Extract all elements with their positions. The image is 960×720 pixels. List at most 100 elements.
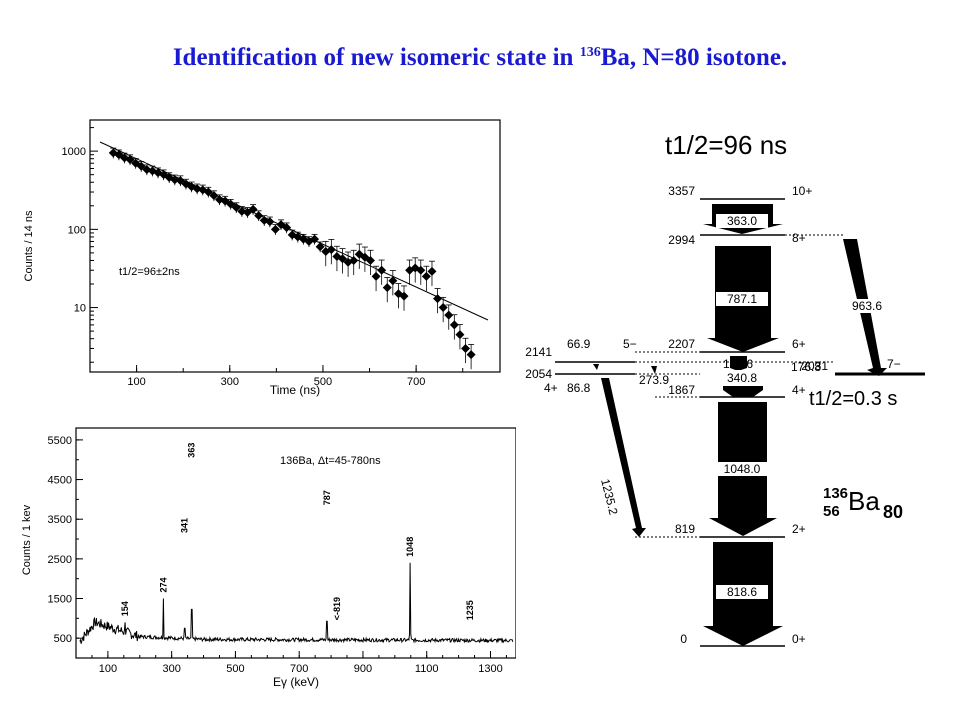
label-963: 963.6 — [852, 299, 882, 313]
data-point — [382, 283, 392, 293]
y-tick-label: 1000 — [62, 146, 86, 158]
energy-0: 0 — [680, 632, 687, 646]
svg-text:56: 56 — [823, 503, 840, 520]
label-176: 176.8 — [791, 360, 821, 374]
x-tick-label: 900 — [354, 663, 372, 675]
x-tick-label: 700 — [290, 663, 308, 675]
level-labels: 3357 10+ 2994 8+ 2207 6+ 2141 5− 2054 4+… — [525, 184, 900, 646]
data-point — [164, 173, 174, 183]
spin-8: 8+ — [792, 231, 806, 245]
level-scheme-diagram: t1/2=96 ns 363.0 787.1 — [525, 130, 925, 647]
x-tick-label: 500 — [314, 376, 332, 388]
y-tick-label: 4500 — [48, 475, 72, 487]
spin-2: 2+ — [792, 522, 806, 536]
data-point — [438, 303, 448, 313]
peak-label: 154 — [120, 601, 130, 616]
data-point — [192, 184, 202, 194]
y-tick-label: 500 — [54, 633, 72, 645]
data-point — [455, 330, 465, 340]
y-tick-label: 3500 — [48, 514, 72, 526]
data-point — [125, 155, 135, 165]
data-point — [416, 265, 426, 275]
label-273: 273.9 — [639, 373, 669, 387]
spectrum-line — [79, 562, 514, 644]
y-tick-label: 10 — [74, 303, 86, 315]
data-points — [108, 147, 476, 370]
data-point — [365, 255, 375, 265]
data-point — [371, 271, 381, 281]
data-point — [147, 166, 157, 176]
label-340: 340.8 — [727, 371, 757, 385]
data-point — [231, 203, 241, 213]
peak-label: 274 — [158, 577, 168, 592]
data-point — [399, 291, 409, 301]
plot-frame — [89, 119, 501, 373]
energy-2994: 2994 — [668, 233, 695, 247]
data-point — [226, 199, 236, 209]
data-point — [248, 204, 258, 214]
label-153: 153.6 — [723, 357, 753, 371]
spin-4a: 4+ — [544, 381, 558, 395]
spin-6: 6+ — [792, 337, 806, 351]
axis-ticks: 100 300 500 700 10 100 1000 — [62, 127, 464, 388]
peak-label: 363 — [187, 443, 197, 458]
energy-2207: 2207 — [668, 337, 695, 351]
x-tick-label: 300 — [162, 663, 180, 675]
x-tick-label: 500 — [226, 663, 244, 675]
y-tick-label: 100 — [68, 224, 86, 236]
data-point — [444, 310, 454, 320]
peak-label: 341 — [180, 518, 190, 533]
halflife-annotation: t1/2=96±2ns — [119, 266, 180, 278]
x-tick-label: 1300 — [478, 663, 502, 675]
data-point — [310, 234, 320, 244]
label-66: 66.9 — [567, 337, 591, 351]
data-point — [427, 266, 437, 276]
data-point — [388, 276, 398, 286]
data-point — [433, 294, 443, 304]
slide-title: Identification of new isomeric state in … — [172, 44, 788, 71]
spin-10: 10+ — [792, 184, 812, 198]
peak-label: 1048 — [405, 537, 415, 557]
data-point — [270, 224, 280, 234]
energy-2054: 2054 — [525, 367, 552, 381]
nucleus-label: 136 56 Ba 80 — [823, 485, 903, 522]
spin-7: 7− — [887, 357, 901, 371]
spectrum-title: 136Ba, Δt=45-780ns — [280, 455, 381, 467]
y-tick-label: 2500 — [48, 554, 72, 566]
transition-labels: 363.0 787.1 963.6 153.6 176.8 66.9 340.8… — [567, 214, 882, 599]
spin-0: 0+ — [792, 632, 806, 646]
data-point — [203, 187, 213, 197]
peak-label: 787 — [322, 490, 332, 505]
svg-text:Ba: Ba — [848, 486, 880, 516]
data-point — [265, 217, 275, 227]
label-787: 787.1 — [727, 292, 757, 306]
data-point — [421, 271, 431, 281]
label-1048: 1048.0 — [724, 462, 761, 476]
data-point — [170, 175, 180, 185]
data-point — [209, 191, 219, 201]
spin-5: 5− — [623, 337, 637, 351]
halflife-96ns: t1/2=96 ns — [665, 130, 787, 160]
peak-label: 1235 — [465, 600, 475, 620]
gamma-spectrum-chart: 100 300 500 700 900 1100 1300 500 1500 2500 3500 45… — [21, 427, 516, 689]
data-point — [349, 255, 359, 265]
x-tick-label: 300 — [221, 376, 239, 388]
energy-2141: 2141 — [525, 345, 552, 359]
x-axis-label: Eγ (keV) — [273, 675, 319, 689]
spin-4b: 4+ — [792, 383, 806, 397]
energy-2031: 2031 — [801, 359, 828, 373]
data-point — [354, 249, 364, 259]
label-818: 818.6 — [727, 585, 757, 599]
data-point — [315, 242, 325, 252]
x-tick-label: 100 — [127, 376, 145, 388]
x-tick-label: 1100 — [415, 663, 439, 675]
data-point — [220, 196, 230, 206]
decay-curve-chart: 100 300 500 700 10 100 1000 t1/2=96±2ns Time (… — [23, 119, 501, 397]
data-point — [237, 206, 247, 216]
data-point — [276, 220, 286, 230]
peak-labels: 154 274 341 363 787 <-819 1048 1235 — [120, 443, 475, 621]
data-point — [393, 289, 403, 299]
svg-text:136: 136 — [823, 485, 848, 502]
x-tick-label: 700 — [407, 376, 425, 388]
peak-label: <-819 — [332, 597, 342, 620]
